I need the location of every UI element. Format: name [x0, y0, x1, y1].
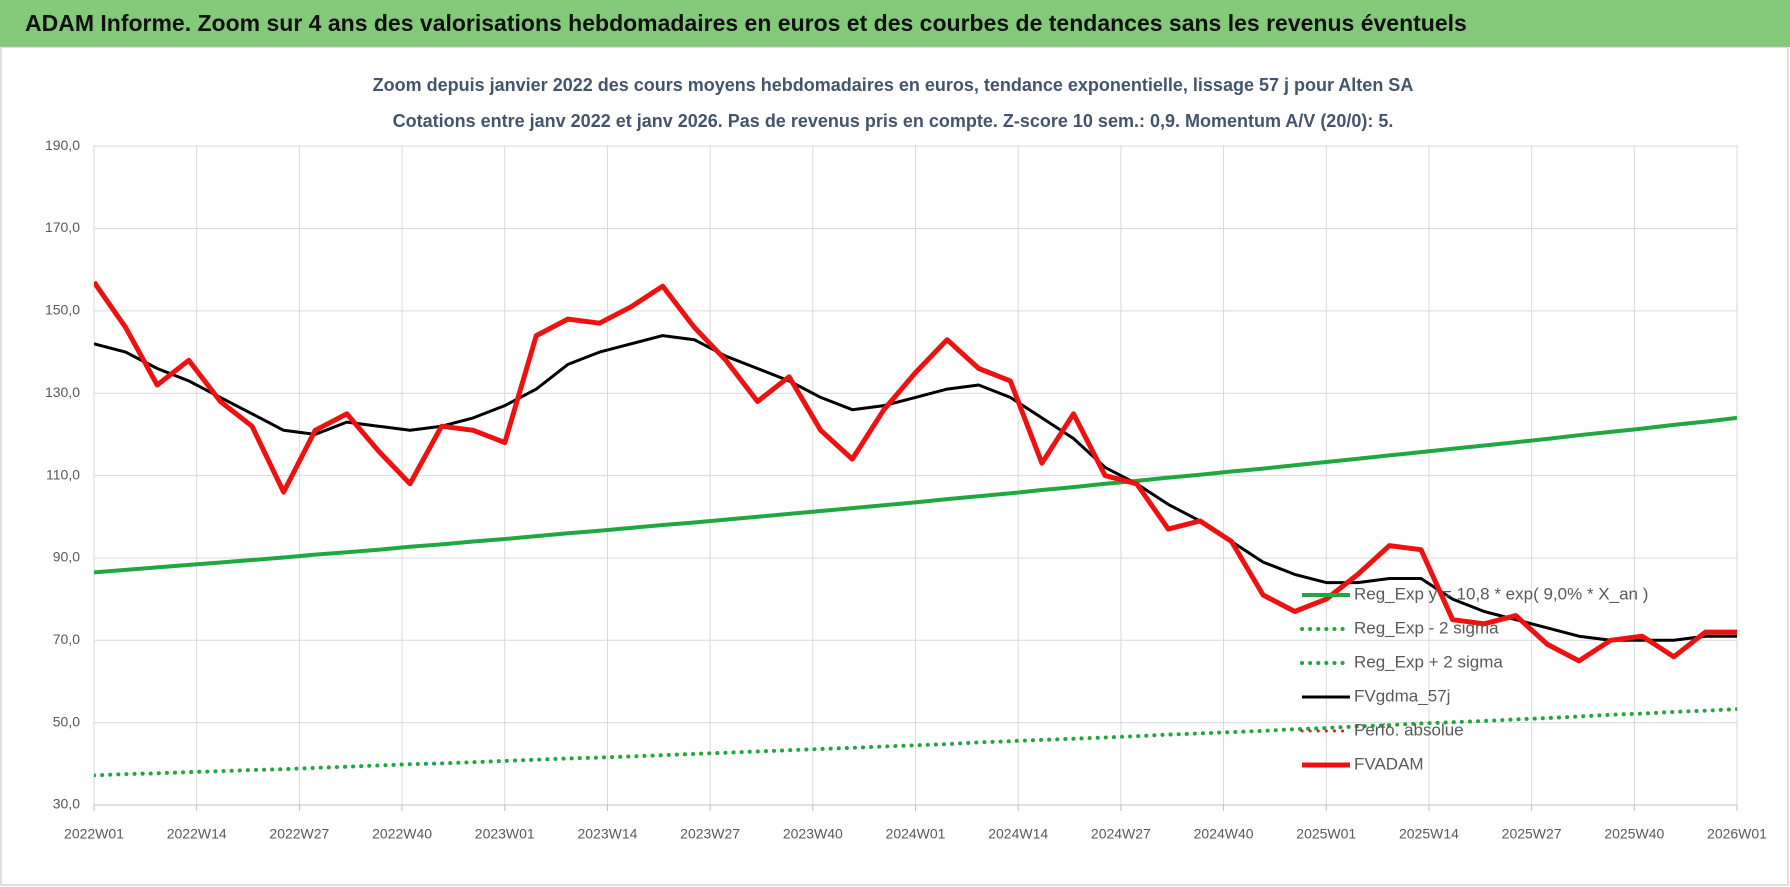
legend-label: FVgdma_57j: [1354, 686, 1450, 705]
y-tick-label: 50,0: [53, 713, 80, 729]
legend-label: Reg_Exp - 2 sigma: [1354, 618, 1499, 637]
x-tick-label: 2022W40: [372, 826, 432, 842]
y-tick-label: 110,0: [46, 466, 80, 482]
header-title: ADAM Informe. Zoom sur 4 ans des valoris…: [25, 10, 1467, 36]
y-tick-label: 70,0: [53, 631, 80, 647]
y-tick-label: 150,0: [45, 302, 80, 318]
series-line: [94, 415, 1737, 575]
chart-subtitle: Cotations entre janv 2022 et janv 2026. …: [393, 111, 1394, 131]
x-tick-label: 2024W14: [988, 826, 1048, 842]
x-tick-label: 2026W01: [1707, 826, 1767, 842]
legend-label: Perfo. absolue: [1354, 720, 1464, 739]
y-tick-label: 170,0: [45, 219, 80, 235]
legend-label: Reg_Exp + 2 sigma: [1354, 652, 1503, 671]
x-tick-label: 2025W14: [1399, 826, 1459, 842]
x-tick-label: 2023W01: [475, 826, 535, 842]
x-tick-label: 2025W01: [1296, 826, 1356, 842]
series-line: [94, 280, 1737, 664]
x-tick-label: 2023W14: [577, 826, 637, 842]
legend-label: Reg_Exp y = 10,8 * exp( 9,0% * X_an ): [1354, 584, 1648, 603]
subtitle-bg: [308, 68, 1478, 140]
x-tick-label: 2023W40: [783, 826, 843, 842]
legend-label: FVADAM: [1354, 754, 1424, 773]
series-line: [94, 334, 1737, 642]
y-tick-label: 130,0: [45, 384, 80, 400]
header-bar: [0, 0, 1790, 47]
frame: [0, 46, 1789, 886]
y-tick-label: 30,0: [53, 796, 80, 812]
y-tick-label: 90,0: [53, 549, 80, 565]
x-tick-label: 2022W14: [167, 826, 227, 842]
y-tick-label: 190,0: [45, 137, 80, 153]
chart-title: Zoom depuis janvier 2022 des cours moyen…: [373, 75, 1414, 95]
x-tick-label: 2022W27: [269, 826, 329, 842]
x-tick-label: 2023W27: [680, 826, 740, 842]
x-tick-label: 2024W40: [1194, 826, 1254, 842]
x-tick-label: 2025W27: [1502, 826, 1562, 842]
x-tick-label: 2024W01: [886, 826, 946, 842]
x-tick-label: 2024W27: [1091, 826, 1151, 842]
x-tick-label: 2022W01: [64, 826, 124, 842]
x-tick-label: 2025W40: [1604, 826, 1664, 842]
series-line: [94, 707, 1737, 778]
